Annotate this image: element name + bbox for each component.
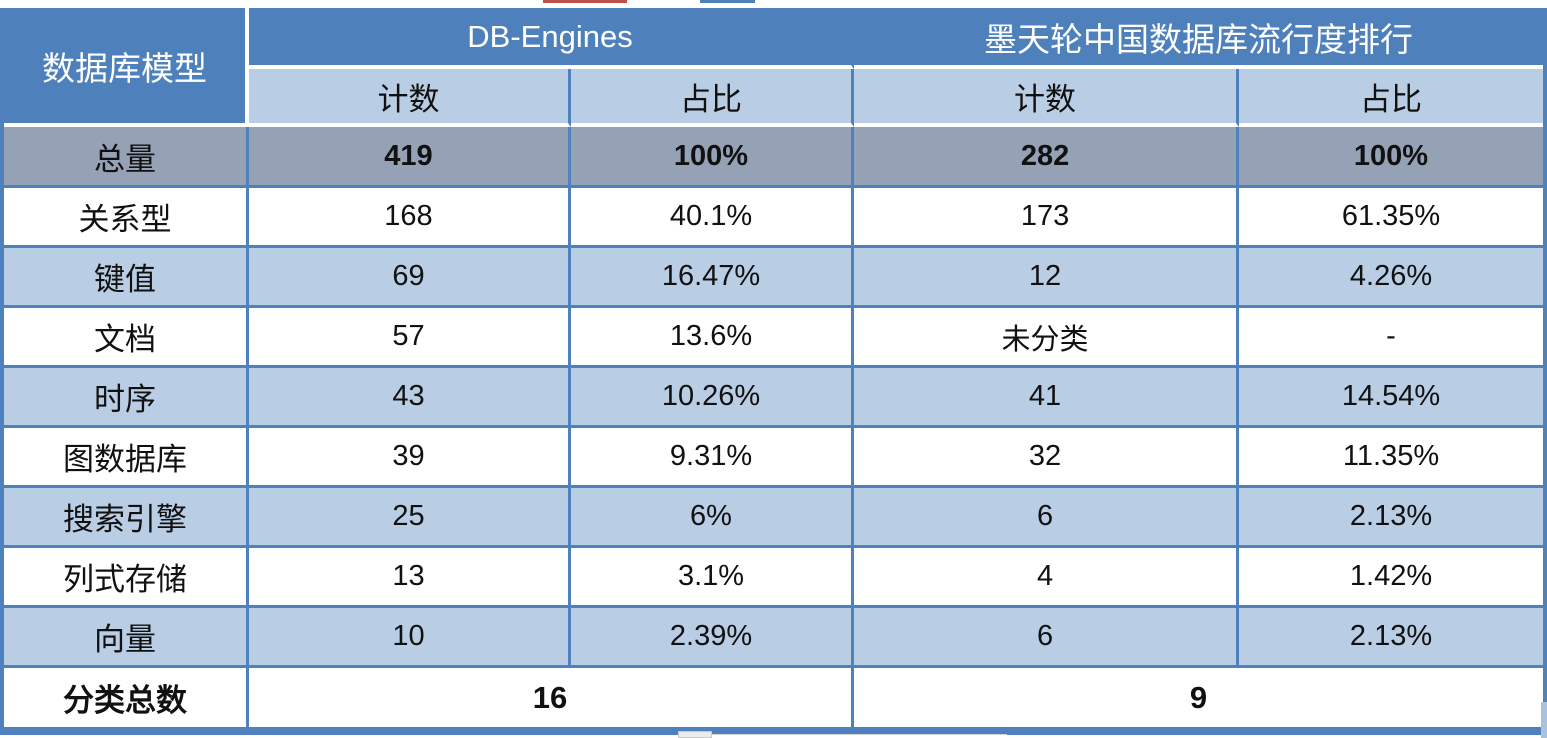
mt-percent-cell: 2.13% — [1239, 608, 1544, 668]
db-percent-cell: 3.1% — [571, 548, 855, 608]
subheader-db-count: 计数 — [249, 69, 571, 127]
scrollbar-track-artifact — [712, 734, 1007, 735]
subheader-mt-count: 计数 — [854, 69, 1240, 127]
db-percent-cell: 40.1% — [571, 188, 855, 248]
total-db-percent: 100% — [571, 127, 855, 188]
total-row-label: 总量 — [4, 127, 249, 188]
db-count-cell: 13 — [249, 548, 571, 608]
db-percent-cell: 9.31% — [571, 428, 855, 488]
db-count-cell: 25 — [249, 488, 571, 548]
table-row: 时序 43 10.26% 41 14.54% — [4, 368, 1544, 428]
mt-count-cell: 6 — [854, 608, 1240, 668]
group-header-db-engines: DB-Engines — [249, 8, 855, 69]
row-label: 向量 — [4, 608, 249, 668]
table-row: 列式存储 13 3.1% 4 1.42% — [4, 548, 1544, 608]
row-label: 关系型 — [4, 188, 249, 248]
mt-percent-cell: 11.35% — [1239, 428, 1544, 488]
mt-count-cell: 12 — [854, 248, 1240, 308]
table-row: 文档 57 13.6% 未分类 - — [4, 308, 1544, 368]
table-row: 图数据库 39 9.31% 32 11.35% — [4, 428, 1544, 488]
mt-count-cell: 173 — [854, 188, 1240, 248]
db-count-cell: 39 — [249, 428, 571, 488]
db-count-cell: 69 — [249, 248, 571, 308]
mt-count-cell: 未分类 — [854, 308, 1240, 368]
db-count-cell: 43 — [249, 368, 571, 428]
scrollbar-artifact — [678, 731, 712, 738]
db-percent-cell: 16.47% — [571, 248, 855, 308]
subheader-mt-percent: 占比 — [1239, 69, 1544, 127]
db-percent-cell: 10.26% — [571, 368, 855, 428]
cropped-artifact-blue-line — [700, 0, 755, 3]
mt-count-cell: 32 — [854, 428, 1240, 488]
db-count-cell: 57 — [249, 308, 571, 368]
corner-header-cell: 数据库模型 — [4, 8, 249, 127]
total-mt-percent: 100% — [1239, 127, 1544, 188]
row-label: 键值 — [4, 248, 249, 308]
subheader-db-percent: 占比 — [571, 69, 855, 127]
total-db-count: 419 — [249, 127, 571, 188]
mt-count-cell: 4 — [854, 548, 1240, 608]
mt-count-cell: 41 — [854, 368, 1240, 428]
table-row: 键值 69 16.47% 12 4.26% — [4, 248, 1544, 308]
db-percent-cell: 13.6% — [571, 308, 855, 368]
row-label: 时序 — [4, 368, 249, 428]
mt-percent-cell: 14.54% — [1239, 368, 1544, 428]
row-label: 图数据库 — [4, 428, 249, 488]
row-label: 搜索引擎 — [4, 488, 249, 548]
row-label: 文档 — [4, 308, 249, 368]
table-row: 关系型 168 40.1% 173 61.35% — [4, 188, 1544, 248]
cropped-artifact-red-line — [543, 0, 627, 3]
footer-row-label: 分类总数 — [4, 668, 249, 730]
db-count-cell: 10 — [249, 608, 571, 668]
group-header-motianlun: 墨天轮中国数据库流行度排行 — [854, 8, 1544, 69]
mt-percent-cell: 61.35% — [1239, 188, 1544, 248]
mt-count-cell: 6 — [854, 488, 1240, 548]
db-percent-cell: 2.39% — [571, 608, 855, 668]
table-row: 搜索引擎 25 6% 6 2.13% — [4, 488, 1544, 548]
footer-db-category-total: 16 — [249, 668, 855, 730]
db-percent-cell: 6% — [571, 488, 855, 548]
database-model-comparison-table: 数据库模型 DB-Engines 墨天轮中国数据库流行度排行 计数 占比 计数 … — [0, 8, 1547, 735]
table-row: 向量 10 2.39% 6 2.13% — [4, 608, 1544, 668]
total-mt-count: 282 — [854, 127, 1240, 188]
row-label: 列式存储 — [4, 548, 249, 608]
mt-percent-cell: - — [1239, 308, 1544, 368]
mt-percent-cell: 4.26% — [1239, 248, 1544, 308]
footer-mt-category-total: 9 — [854, 668, 1544, 730]
mt-percent-cell: 1.42% — [1239, 548, 1544, 608]
mt-percent-cell: 2.13% — [1239, 488, 1544, 548]
db-count-cell: 168 — [249, 188, 571, 248]
cropped-artifact-bottom-right — [1541, 702, 1547, 738]
